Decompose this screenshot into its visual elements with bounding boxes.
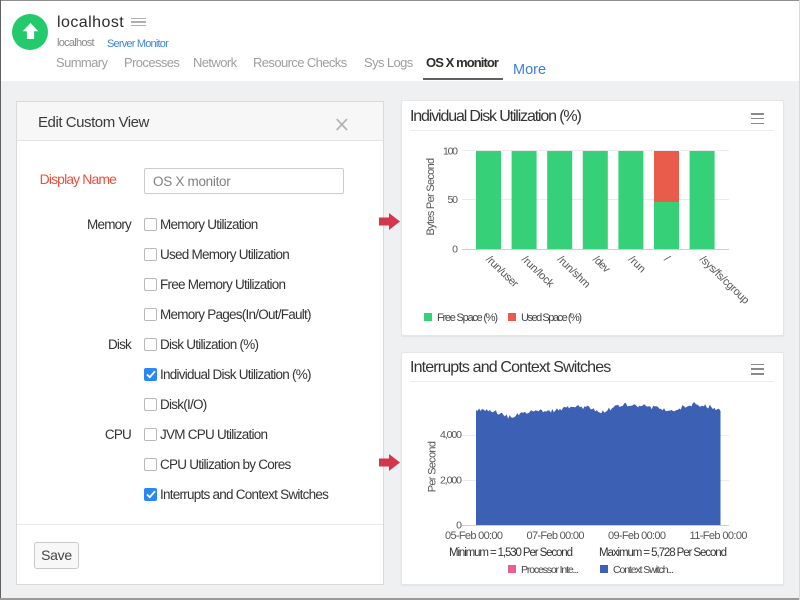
svg-text:Used Space (%): Used Space (%) <box>521 312 582 324</box>
svg-text:2,000: 2,000 <box>440 475 462 487</box>
svg-text:Bytes Per Second: Bytes Per Second <box>425 158 437 235</box>
svg-text:Processor Inte...: Processor Inte... <box>521 564 579 576</box>
svg-text:0: 0 <box>456 520 462 532</box>
svg-text:Context Switch...: Context Switch... <box>613 564 674 576</box>
svg-text:50: 50 <box>448 194 459 206</box>
svg-text:07-Feb 00:00: 07-Feb 00:00 <box>527 530 585 542</box>
svg-text:100: 100 <box>443 146 458 158</box>
svg-text:Per Second: Per Second <box>427 441 439 492</box>
svg-text:Minimum = 1,530 Per Second: Minimum = 1,530 Per Second <box>449 547 573 559</box>
svg-text:/: / <box>661 254 672 265</box>
svg-text:11-Feb 00:00: 11-Feb 00:00 <box>690 530 748 542</box>
svg-text:0: 0 <box>452 244 458 256</box>
svg-text:4,000: 4,000 <box>440 429 462 441</box>
svg-text:Free Space (%): Free Space (%) <box>437 312 498 324</box>
svg-text:05-Feb 00:00: 05-Feb 00:00 <box>445 530 503 542</box>
svg-text:09-Feb 00:00: 09-Feb 00:00 <box>608 530 666 542</box>
svg-text:Maximum = 5,728 Per Second: Maximum = 5,728 Per Second <box>599 547 727 559</box>
